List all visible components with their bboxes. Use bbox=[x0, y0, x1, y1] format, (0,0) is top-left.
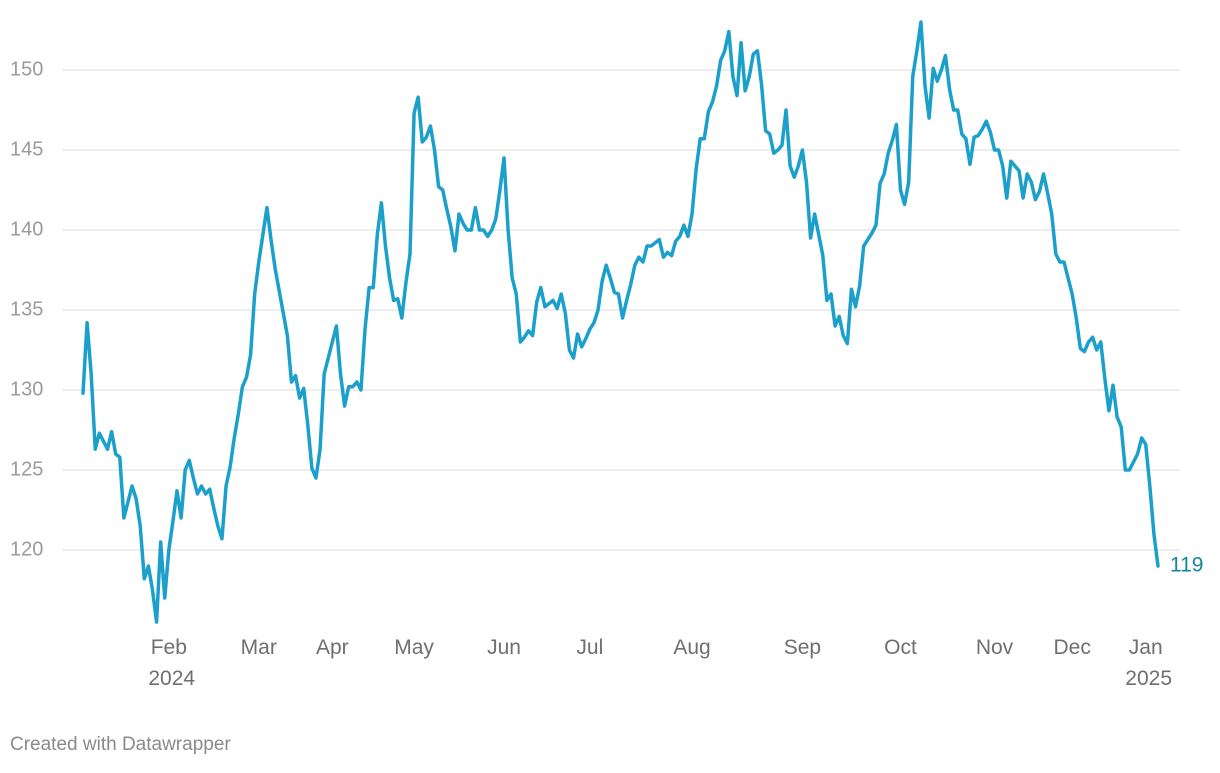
y-tick-label: 130 bbox=[10, 378, 43, 400]
x-tick-label: Apr bbox=[316, 636, 349, 659]
end-value-label: 119 bbox=[1170, 554, 1203, 577]
x-tick-label: Nov bbox=[976, 636, 1014, 659]
y-tick-label: 140 bbox=[10, 218, 43, 240]
x-tick-label: Feb 2024 bbox=[143, 636, 196, 690]
x-tick-label: May bbox=[394, 636, 434, 659]
x-tick-label: Oct bbox=[884, 636, 917, 659]
x-tick-label: Jul bbox=[576, 636, 603, 659]
line-series bbox=[81, 20, 1160, 624]
x-tick-label: Sep bbox=[784, 636, 821, 659]
x-tick-label: Aug bbox=[673, 636, 710, 659]
y-tick-label: 120 bbox=[10, 538, 43, 560]
footer: Created with Datawrapper bbox=[10, 734, 231, 755]
x-tick-label: Jun bbox=[487, 636, 521, 659]
x-tick-label: Dec bbox=[1053, 636, 1090, 659]
y-tick-label: 150 bbox=[10, 58, 43, 80]
y-tick-label: 145 bbox=[10, 138, 43, 160]
x-tick-label: Mar bbox=[241, 636, 277, 659]
y-tick-label: 125 bbox=[10, 458, 43, 480]
x-tick-label: Jan 2025 bbox=[1119, 636, 1172, 690]
y-tick-label: 135 bbox=[10, 298, 43, 320]
